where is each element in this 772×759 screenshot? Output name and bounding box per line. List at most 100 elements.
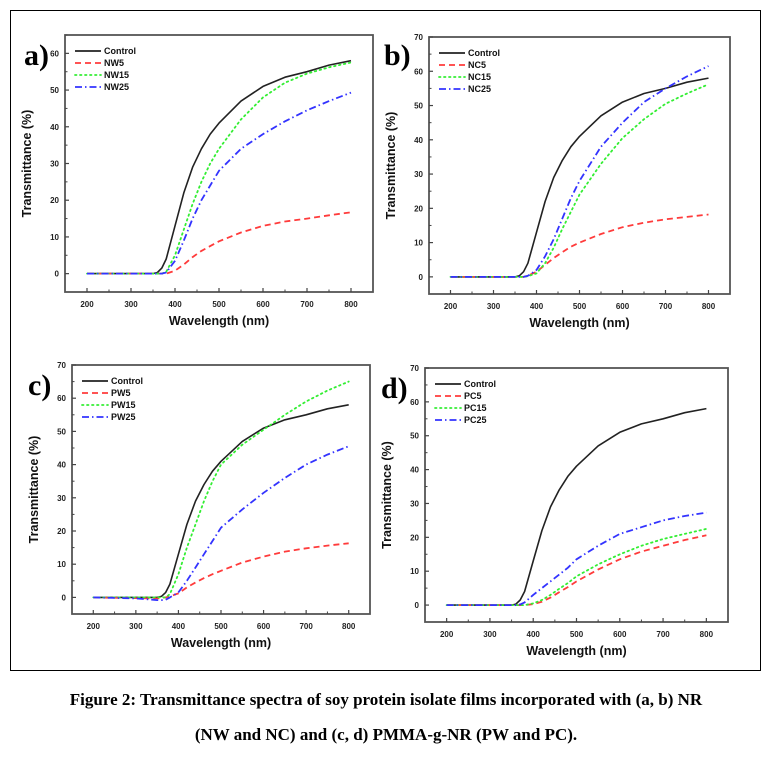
figure-frame	[10, 10, 761, 671]
chart-panel-a: a) 200 300 400 500 600 700 800 0 10 20 30 40 50 60 Wave…	[20, 34, 374, 328]
y-tick-label: 70	[414, 33, 423, 42]
x-axis-label: Wavelength (nm)	[529, 316, 629, 330]
legend-label-pc15: PC15	[464, 403, 487, 413]
y-tick-label: 60	[57, 394, 66, 403]
legend-label-nc25: NC25	[468, 84, 491, 94]
panel-label: d)	[381, 372, 408, 405]
x-tick-label: 800	[702, 302, 716, 311]
y-tick-label: 30	[57, 494, 66, 503]
x-axis-label: Wavelength (nm)	[171, 636, 271, 650]
series-line-control	[87, 59, 352, 275]
legend-label-control: Control	[111, 376, 143, 386]
x-tick-label: 400	[168, 300, 182, 309]
series-line-nc5	[450, 213, 709, 278]
x-tick-label: 800	[342, 622, 356, 631]
x-tick-label: 600	[256, 300, 270, 309]
x-tick-label: 700	[300, 300, 314, 309]
series-line-nw5	[87, 211, 352, 275]
y-tick-label: 0	[62, 593, 67, 602]
y-tick-label: 50	[50, 86, 59, 95]
series-line-nc15	[449, 83, 710, 278]
chart-panel-b: b) 200 300 400 500 600 700 800 0 10 20 30 40 50 60 70 Wa…	[384, 33, 731, 330]
legend-label-nw25: NW25	[104, 82, 129, 92]
y-tick-label: 10	[410, 567, 419, 576]
y-tick-label: 40	[410, 466, 419, 475]
legend: Control NW5 NW15 NW25	[74, 46, 136, 92]
y-tick-label: 0	[419, 273, 424, 282]
x-tick-label: 200	[444, 302, 458, 311]
series-line-pw15	[92, 380, 350, 599]
legend-label-pw15: PW15	[111, 400, 136, 410]
y-axis-label: Transmittance (%)	[20, 110, 34, 218]
series-line-nw25	[87, 91, 352, 275]
legend-label-control: Control	[104, 46, 136, 56]
legend-label-nw15: NW15	[104, 70, 129, 80]
x-tick-label: 600	[257, 622, 271, 631]
x-tick-label: 300	[129, 622, 143, 631]
legend-label-nw5: NW5	[104, 58, 124, 68]
y-axis-label: Transmittance (%)	[380, 441, 394, 549]
legend-label-control: Control	[468, 48, 500, 58]
y-tick-label: 10	[50, 233, 59, 242]
legend-label-pw25: PW25	[111, 412, 136, 422]
legend-label-pc5: PC5	[464, 391, 482, 401]
y-tick-label: 20	[410, 533, 419, 542]
x-tick-label: 500	[212, 300, 226, 309]
y-tick-label: 40	[414, 136, 423, 145]
series-line-nc25	[450, 65, 709, 278]
y-tick-label: 40	[57, 461, 66, 470]
legend: Control PC5 PC15 PC25	[434, 379, 496, 425]
x-tick-label: 300	[124, 300, 138, 309]
series-line-nw15	[86, 61, 352, 275]
y-tick-label: 60	[410, 398, 419, 407]
x-tick-label: 200	[80, 300, 94, 309]
y-tick-label: 60	[414, 67, 423, 76]
y-tick-label: 50	[57, 427, 66, 436]
y-tick-label: 70	[410, 364, 419, 373]
legend: Control NC5 NC15 NC25	[438, 48, 500, 94]
figure-caption-line-1: Figure 2: Transmittance spectra of soy p…	[69, 690, 703, 709]
series-line-control	[446, 407, 707, 606]
x-tick-label: 800	[700, 630, 714, 639]
y-axis-label: Transmittance (%)	[27, 436, 41, 544]
legend-label-nc15: NC15	[468, 72, 491, 82]
y-tick-label: 30	[414, 170, 423, 179]
y-tick-label: 70	[57, 361, 66, 370]
series-line-control	[450, 77, 709, 278]
y-tick-label: 0	[55, 270, 60, 279]
x-tick-label: 500	[570, 630, 584, 639]
x-axis-label: Wavelength (nm)	[526, 644, 626, 658]
x-tick-label: 400	[530, 302, 544, 311]
figure-panels: a)200 300 400 500 600 700 8000102030405060Wave…	[20, 33, 731, 658]
legend-label-pc25: PC25	[464, 415, 487, 425]
panel-label: a)	[24, 39, 49, 72]
series-line-pc25	[446, 511, 707, 606]
y-tick-label: 20	[50, 196, 59, 205]
x-tick-label: 700	[299, 622, 313, 631]
y-tick-label: 20	[57, 527, 66, 536]
y-axis-label: Transmittance (%)	[384, 112, 398, 220]
y-tick-label: 40	[50, 123, 59, 132]
x-tick-label: 600	[616, 302, 630, 311]
series-line-pw25	[93, 445, 350, 601]
panel-label: c)	[28, 369, 51, 402]
legend-label-nc5: NC5	[468, 60, 486, 70]
x-axis-label: Wavelength (nm)	[169, 314, 269, 328]
x-tick-label: 700	[659, 302, 673, 311]
x-tick-label: 400	[527, 630, 541, 639]
x-tick-label: 500	[573, 302, 587, 311]
figure-caption-line-2: (NW and NC) and (c, d) PMMA-g-NR (PW and…	[194, 725, 578, 744]
legend: Control PW5 PW15 PW25	[81, 376, 143, 422]
series-line-pc15	[445, 528, 708, 606]
y-tick-label: 50	[414, 102, 423, 111]
y-tick-label: 50	[410, 432, 419, 441]
series-line-pc5	[446, 534, 707, 606]
y-tick-label: 30	[410, 499, 419, 508]
series-line-pw5	[93, 542, 349, 600]
x-tick-label: 300	[487, 302, 501, 311]
chart-panel-c: c) 200 300 400 500 600 700 800 0 10 20 30 40 50 60 70 Wa…	[27, 361, 371, 650]
y-tick-label: 0	[415, 601, 420, 610]
y-tick-label: 30	[50, 160, 59, 169]
x-tick-label: 800	[344, 300, 358, 309]
y-tick-label: 20	[414, 204, 423, 213]
